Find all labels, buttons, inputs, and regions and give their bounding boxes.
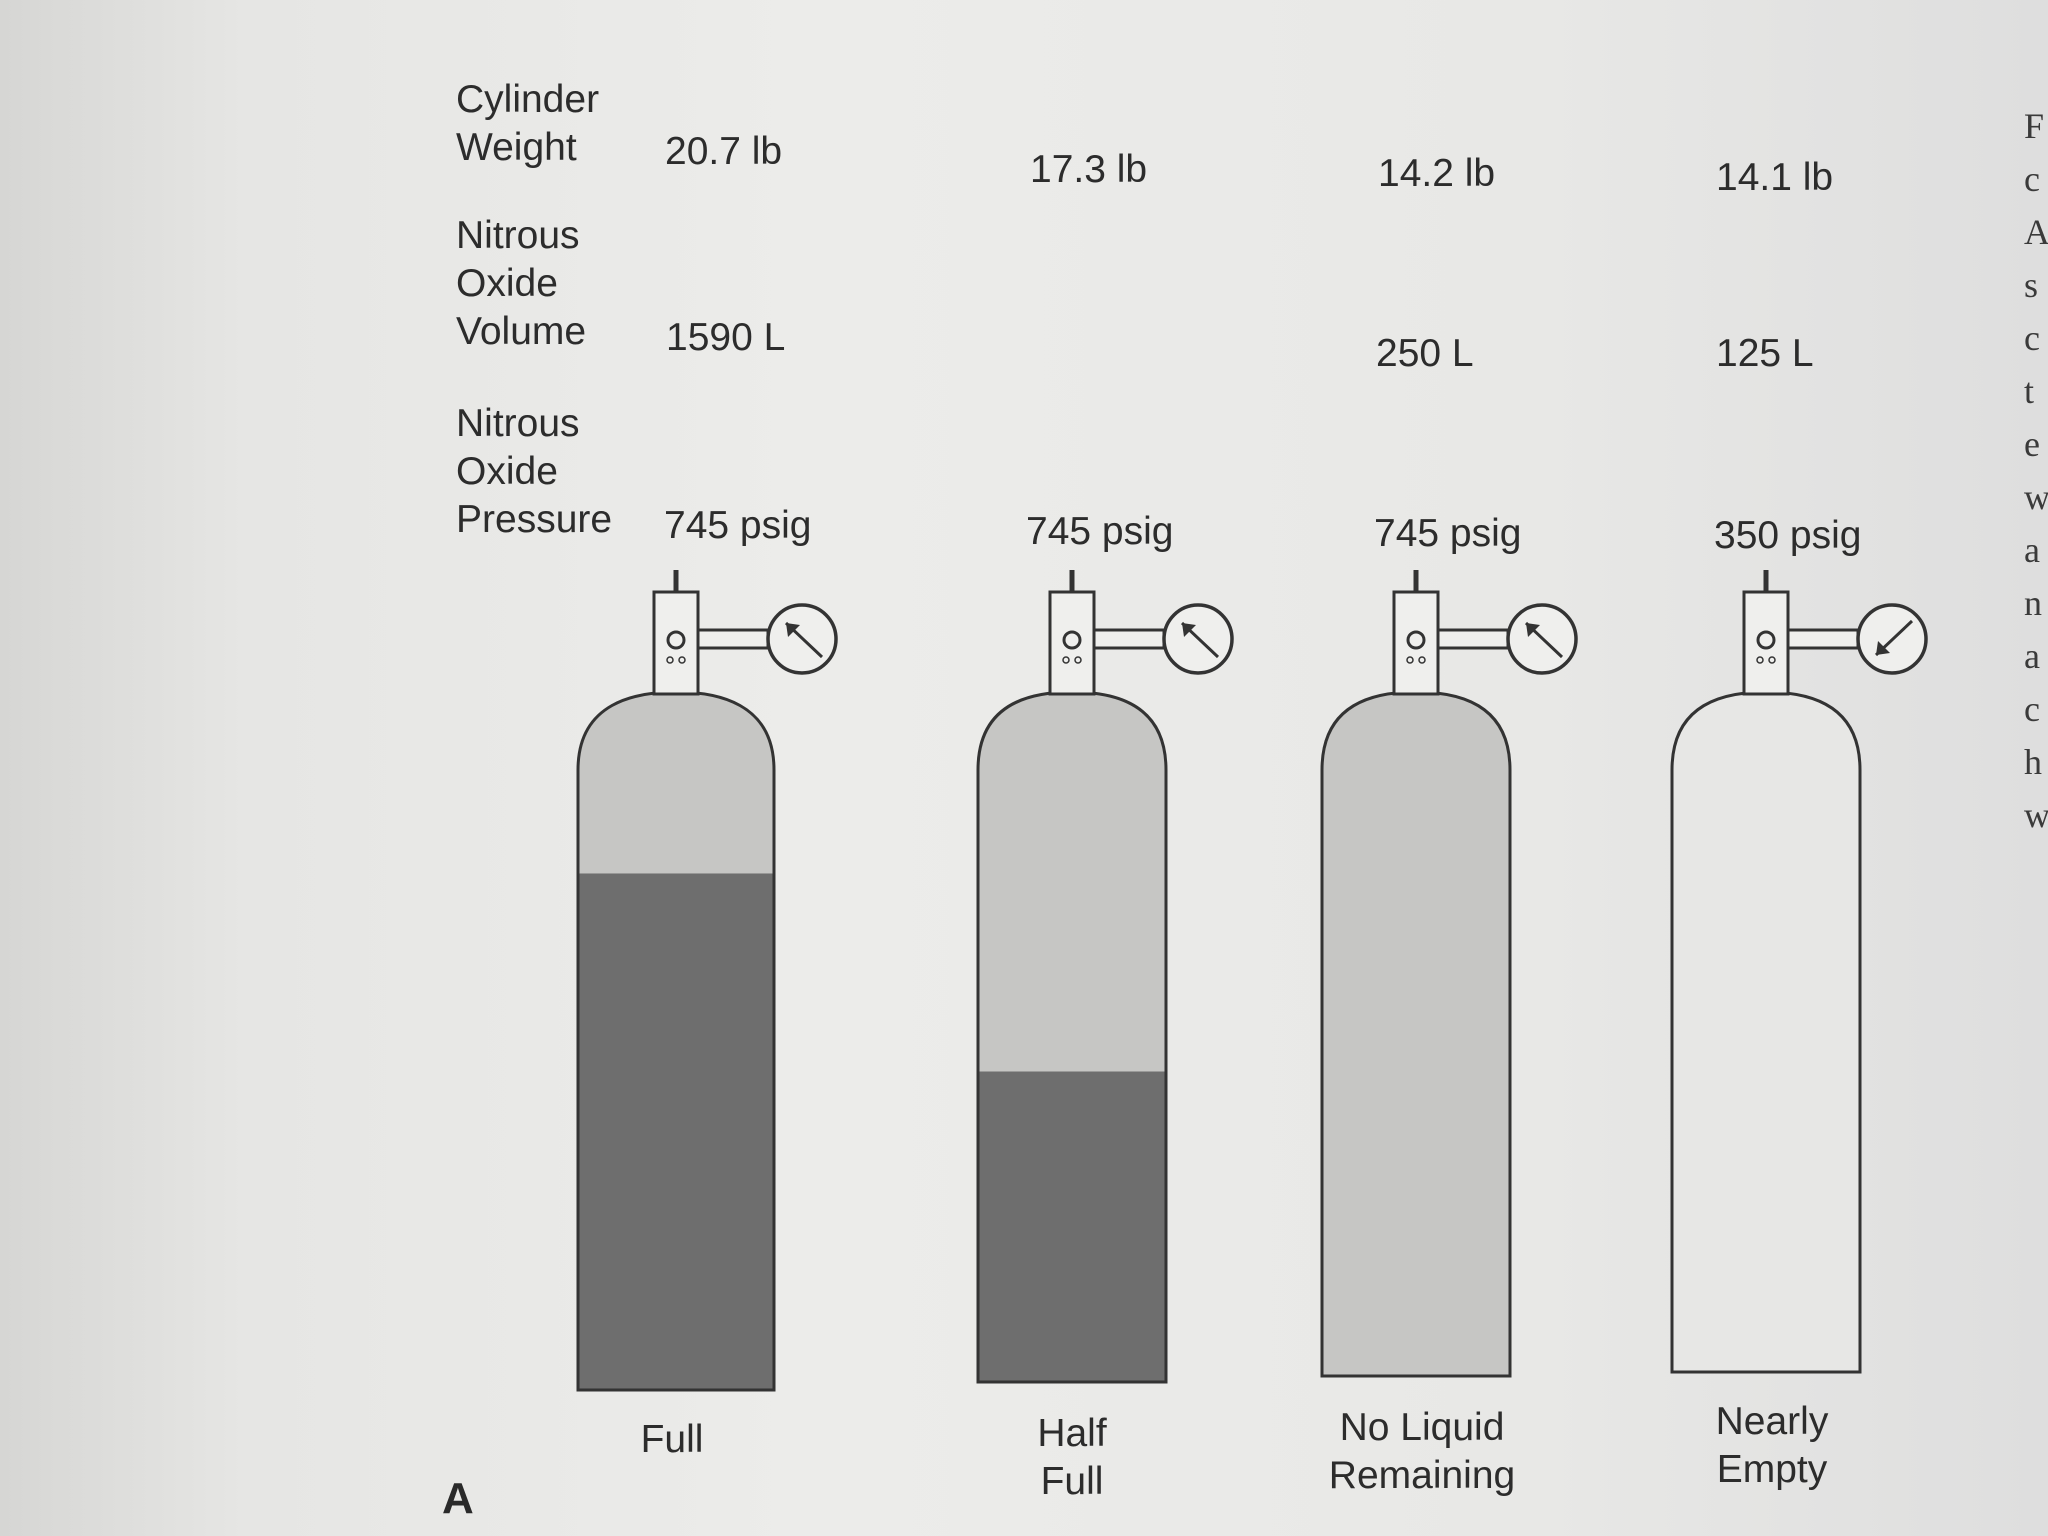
nitrous-oxide-volume-label: Nitrous Oxide Volume [456, 214, 587, 353]
cylinder-4-body-fill [1672, 692, 1860, 1372]
cylinder-1-pin-hole-2 [678, 656, 686, 664]
cylinder-4-valve-port [1756, 630, 1776, 650]
cylinder-2-liquid [978, 1071, 1166, 1382]
cylinder-2-caption: Half Full [1037, 1412, 1107, 1503]
cylinder-2-valve [1048, 590, 1096, 696]
cylinder-1-valve [652, 590, 700, 696]
cylinder-1-pressure: 745 psig [664, 504, 812, 547]
cylinder-4-gauge-needle-tip [1876, 641, 1890, 655]
cylinder-1-valve-port [666, 630, 686, 650]
cylinder-1-gauge-needle-tip [786, 623, 800, 637]
cylinder-2-weight: 17.3 lb [1030, 148, 1148, 191]
cylinder-2-valve-port [1062, 630, 1082, 650]
cylinder-3-caption: No Liquid Remaining [1328, 1406, 1516, 1497]
adjacent-page-text: F c A s c t e w a n a c h w [2024, 106, 2048, 835]
cylinder-3-body-fill [1322, 692, 1510, 1376]
cylinder-4-valve [1742, 590, 1790, 696]
cylinder-1-volume: 1590 L [666, 316, 786, 359]
cylinder-2-pin-hole-1 [1062, 656, 1070, 664]
cylinder-weight-label: Cylinder Weight [456, 78, 600, 169]
cylinder-1-caption: Full [640, 1418, 704, 1461]
cylinder-4-pin-hole-1 [1756, 656, 1764, 664]
cylinder-1-pin-hole-1 [666, 656, 674, 664]
cylinder-2-gauge-connector [1092, 628, 1166, 650]
cylinder-3-volume: 250 L [1376, 332, 1474, 375]
cylinder-2-pin-hole-2 [1074, 656, 1082, 664]
cylinder-3-valve [1392, 590, 1440, 696]
cylinder-4-caption: Nearly Empty [1715, 1400, 1829, 1491]
cylinder-3-gauge-connector [1436, 628, 1510, 650]
cylinder-4-pressure: 350 psig [1714, 514, 1862, 557]
cylinder-1-weight: 20.7 lb [665, 130, 783, 173]
cylinder-4-gauge-connector [1786, 628, 1860, 650]
figure-letter: A [442, 1474, 474, 1523]
cylinder-3-valve-port [1406, 630, 1426, 650]
cylinder-1-gauge-connector [696, 628, 770, 650]
cylinder-4-pin-hole-2 [1768, 656, 1776, 664]
cylinder-3-gauge-needle-tip [1526, 623, 1540, 637]
cylinder-3-pin-hole-1 [1406, 656, 1414, 664]
cylinder-4-weight: 14.1 lb [1716, 156, 1834, 199]
cylinder-3-pressure: 745 psig [1374, 512, 1522, 555]
cylinder-3-pin-hole-2 [1418, 656, 1426, 664]
cylinder-1-liquid [578, 873, 774, 1390]
cylinder-2-pressure: 745 psig [1026, 510, 1174, 553]
cylinder-4-volume: 125 L [1716, 332, 1814, 375]
nitrous-oxide-pressure-label: Nitrous Oxide Pressure [456, 402, 613, 541]
cylinder-3-weight: 14.2 lb [1378, 152, 1496, 195]
cylinder-2-gauge-needle-tip [1182, 623, 1196, 637]
